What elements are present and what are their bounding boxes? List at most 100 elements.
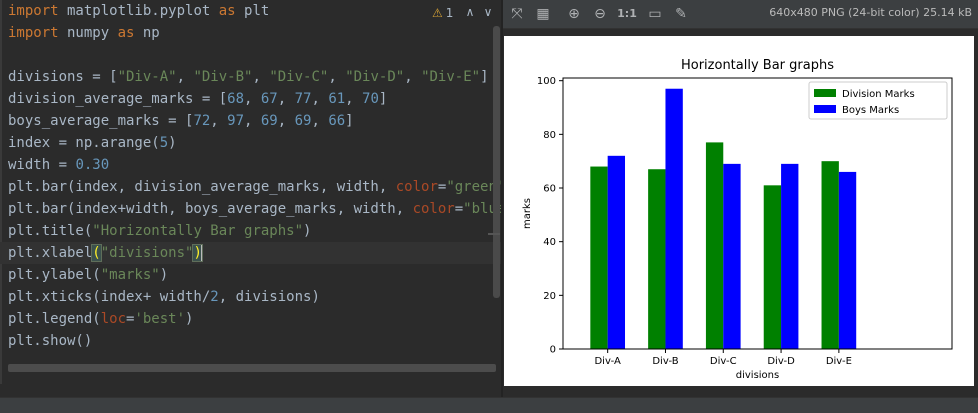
code-token: matplotlib.pyplot <box>58 3 219 19</box>
y-tick-label: 40 <box>543 237 556 248</box>
code-line[interactable]: division_average_marks = [68, 67, 77, 61… <box>8 88 387 110</box>
code-token: 72 <box>193 113 211 129</box>
text-caret <box>200 244 203 262</box>
code-token: , <box>345 91 363 107</box>
code-token: ) <box>168 135 177 151</box>
y-tick-label: 0 <box>550 345 556 356</box>
code-line[interactable]: plt.xticks(index+ width/2, divisions) <box>8 286 320 308</box>
background-icon[interactable]: ▭ <box>648 6 662 22</box>
code-token: 2 <box>210 289 219 305</box>
image-info: 640x480 PNG (24-bit color) 25.14 kB <box>769 6 972 19</box>
code-token: plt.xticks(index+ width/ <box>8 289 211 305</box>
chevron-down-icon[interactable]: ∨ <box>483 5 493 19</box>
code-token: plt.bar(index, division_average_marks, w… <box>8 179 396 195</box>
y-tick-label: 100 <box>537 76 556 87</box>
warning-icon: ⚠ <box>432 6 443 20</box>
code-token: loc <box>100 311 127 327</box>
code-token: ( <box>91 244 102 262</box>
code-line[interactable]: plt.title("Horizontally Bar graphs") <box>8 220 311 242</box>
code-token: , <box>404 69 422 85</box>
x-tick-label: Div-B <box>652 356 678 367</box>
code-token: , divisions) <box>218 289 320 305</box>
bar-chart: Horizontally Bar graphs 0 20 40 60 80 100 Div-A… <box>522 58 953 381</box>
code-line[interactable]: import matplotlib.pyplot as plt <box>8 0 269 22</box>
code-token: plt <box>235 3 270 19</box>
code-token: , <box>244 113 261 129</box>
code-token: = <box>454 201 464 217</box>
code-line[interactable]: plt.ylabel("marks") <box>8 264 168 286</box>
y-tick-label: 20 <box>543 291 556 302</box>
code-line[interactable]: plt.xlabel("divisions") <box>0 242 501 264</box>
code-token: , <box>311 91 329 107</box>
code-token: plt.title( <box>8 223 93 239</box>
code-token: 69 <box>294 113 312 129</box>
code-token: "divisions" <box>100 245 194 261</box>
code-token: import <box>8 25 59 41</box>
x-tick-label: Div-D <box>767 356 795 367</box>
code-line[interactable]: index = np.arange(5) <box>8 132 177 154</box>
code-token: "Div-D" <box>345 69 405 85</box>
code-token: ) <box>303 223 312 239</box>
code-token: division_average_marks = [ <box>8 91 228 107</box>
horizontal-scrollbar[interactable] <box>8 364 496 372</box>
code-token: 68 <box>227 91 245 107</box>
code-token: "Div-A" <box>117 69 177 85</box>
code-token: ) <box>185 311 194 327</box>
chevron-up-icon[interactable]: ∧ <box>465 5 475 19</box>
code-token: width = <box>8 157 76 173</box>
grid-icon[interactable]: ▦ <box>536 6 550 22</box>
bar-div-d-series-2 <box>781 163 799 349</box>
code-token: "Horizontally Bar graphs" <box>92 223 304 239</box>
code-token: "marks" <box>100 267 160 283</box>
bar-div-c-series-1 <box>705 142 724 349</box>
code-token: 69 <box>260 113 278 129</box>
actual-size-button[interactable]: 1:1 <box>617 7 637 20</box>
code-line[interactable]: plt.show() <box>8 330 92 352</box>
code-token: ] <box>480 69 489 85</box>
code-token: ] <box>345 113 354 129</box>
warning-indicator[interactable]: ⚠ 1 <box>432 4 453 22</box>
bar-div-a-series-1 <box>590 166 608 349</box>
bar-div-b-series-2 <box>665 88 683 350</box>
bar-div-c-series-2 <box>723 163 741 349</box>
code-token: numpy <box>58 25 118 41</box>
x-tick-label: Div-C <box>710 356 737 367</box>
fit-screen-icon[interactable]: ⤧ <box>511 6 523 22</box>
zoom-in-icon[interactable]: ⊕ <box>568 6 580 22</box>
chart-title: Horizontally Bar graphs <box>681 58 834 73</box>
code-line[interactable]: width = 0.30 <box>8 154 109 176</box>
code-token: ) <box>192 244 203 262</box>
color-picker-icon[interactable]: ✎ <box>675 6 687 22</box>
code-token: , <box>252 69 270 85</box>
code-editor[interactable]: import matplotlib.pyplot as plt import nu… <box>0 0 501 384</box>
code-token: divisions = [ <box>8 69 118 85</box>
code-token: plt.ylabel( <box>8 267 101 283</box>
y-tick-label: 80 <box>543 130 556 141</box>
code-line[interactable]: plt.bar(index+width, boys_average_marks,… <box>8 198 501 220</box>
y-axis-label: marks <box>522 198 533 229</box>
code-line[interactable]: plt.legend(loc='best') <box>8 308 193 330</box>
code-line[interactable]: boys_average_marks = [72, 97, 69, 69, 66… <box>8 110 354 132</box>
code-token: as <box>117 25 135 41</box>
code-token: color <box>412 201 455 217</box>
image-canvas: Horizontally Bar graphs 0 20 40 60 80 100 Div-A… <box>504 36 974 386</box>
split-divider[interactable] <box>501 0 503 397</box>
code-token: , <box>311 113 329 129</box>
code-token: 0.30 <box>75 157 110 173</box>
code-token: , <box>210 113 228 129</box>
code-token: 61 <box>328 91 346 107</box>
bar-div-b-series-1 <box>648 169 666 349</box>
code-token: 97 <box>227 113 245 129</box>
bar-div-e-series-1 <box>821 161 839 349</box>
zoom-out-icon[interactable]: ⊖ <box>594 6 606 22</box>
code-line[interactable]: import numpy as np <box>8 22 160 44</box>
code-line[interactable]: divisions = ["Div-A", "Div-B", "Div-C", … <box>8 66 489 88</box>
x-tick-label: Div-E <box>826 356 852 367</box>
code-token: = <box>437 179 447 195</box>
vertical-scrollbar[interactable] <box>493 26 500 298</box>
code-line[interactable]: plt.bar(index, division_average_marks, w… <box>8 176 501 198</box>
bar-div-a-series-2 <box>607 155 626 349</box>
legend-label: Division Marks <box>842 89 915 100</box>
code-token: "Div-B" <box>193 69 253 85</box>
code-token: index = np.arange( <box>8 135 160 151</box>
